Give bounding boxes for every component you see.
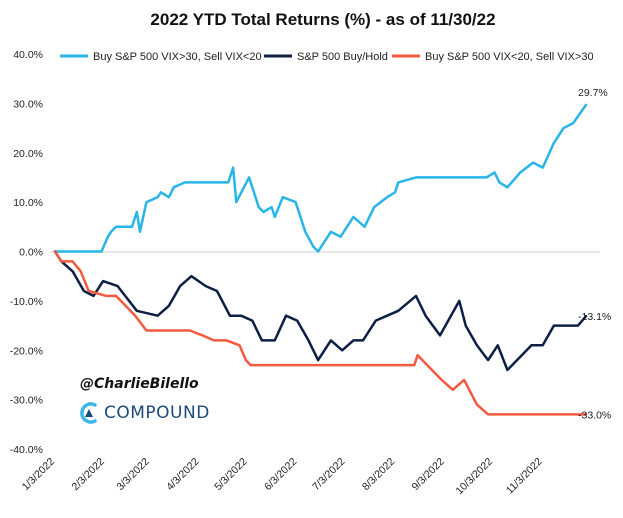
y-tick-label: 30.0% [13,98,43,110]
y-tick-label: -20.0% [10,345,43,357]
y-tick-label: 20.0% [13,148,43,160]
watermark-company: COMPOUND [78,400,228,426]
x-tick-label: 7/3/2022 [310,456,347,493]
y-axis: 40.0% 30.0% 20.0% 10.0% 0.0% -10.0% -20.0% -30.… [10,49,43,456]
chart-title: 2022 YTD Total Returns (%) - as of 11/30… [150,10,495,29]
x-tick-label: 5/3/2022 [212,456,249,493]
series-line [53,250,588,416]
x-axis: 1/3/2022 2/3/2022 3/3/2022 4/3/2022 5/3/2022… [20,456,545,498]
x-tick-label: 8/3/2022 [360,456,397,493]
series-line [53,103,588,253]
y-tick-label: 40.0% [13,49,43,61]
end-value-label: -13.1% [578,311,611,323]
legend-label: Buy S&P 500 VIX>30, Sell VIX<20 [93,51,262,63]
x-tick-label: 1/3/2022 [20,456,57,493]
x-tick-label: 2/3/2022 [69,456,106,493]
y-tick-label: 0.0% [19,247,43,259]
series-line [53,250,588,372]
x-tick-label: 6/3/2022 [262,456,299,493]
legend-item: Buy S&P 500 VIX>30, Sell VIX<20 [60,51,262,63]
end-value-label: 29.7% [578,87,608,99]
y-tick-label: -40.0% [10,444,43,456]
legend-label: S&P 500 Buy/Hold [297,51,388,63]
x-tick-label: 4/3/2022 [164,456,201,493]
end-labels: 29.7% -13.1% -33.0% [578,87,611,422]
x-tick-label: 10/3/2022 [454,456,496,498]
legend-label: Buy S&P 500 VIX<20, Sell VIX>30 [425,51,594,63]
compound-logo-icon [80,402,97,424]
legend: Buy S&P 500 VIX>30, Sell VIX<20 S&P 500 … [60,51,594,63]
series-lines [53,103,588,416]
watermark: @CharlieBilello COMPOUND [78,376,228,426]
legend-item: S&P 500 Buy/Hold [264,51,388,63]
watermark-handle: @CharlieBilello [80,376,199,392]
watermark-company-name: COMPOUND [104,403,210,423]
y-tick-label: -10.0% [10,296,43,308]
x-tick-label: 11/3/2022 [504,456,545,497]
x-tick-label: 3/3/2022 [114,456,151,493]
x-tick-label: 9/3/2022 [410,456,447,493]
y-tick-label: -30.0% [10,395,43,407]
y-tick-label: 10.0% [13,197,43,209]
legend-item: Buy S&P 500 VIX<20, Sell VIX>30 [392,51,594,63]
end-value-label: -33.0% [578,409,611,421]
